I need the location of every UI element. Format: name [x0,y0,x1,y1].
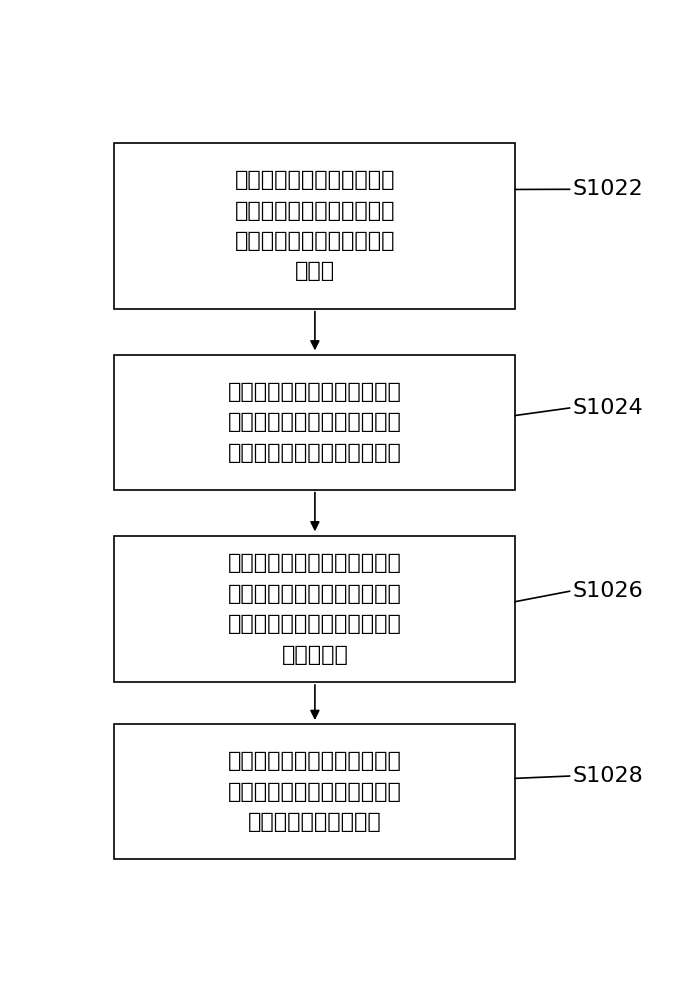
Text: 分别确定每一个所述目标单次
信号对应的特征参数，所述特
征参数包括信号持续时间区间: 分别确定每一个所述目标单次 信号对应的特征参数，所述特 征参数包括信号持续时间区… [228,382,402,463]
Text: 根据每一个所述目标单次信号
对应的特征参数生成与所述目
标组合信号数据对应的目标信
号描述参数: 根据每一个所述目标单次信号 对应的特征参数生成与所述目 标组合信号数据对应的目标… [228,553,402,665]
Text: 根据所述目标信号描述参数生
成目标振动信号，该目标振动
信号用于驱动马达振动: 根据所述目标信号描述参数生 成目标振动信号，该目标振动 信号用于驱动马达振动 [228,751,402,832]
Text: S1026: S1026 [572,581,643,601]
Text: S1024: S1024 [572,398,643,418]
Text: 获取目标组合信号数据，对
所述目标组合信号数据进行
切分处理，获取多个目标单
次信号: 获取目标组合信号数据，对 所述目标组合信号数据进行 切分处理，获取多个目标单 次… [235,170,395,281]
FancyBboxPatch shape [115,355,515,490]
Text: S1028: S1028 [572,766,643,786]
FancyBboxPatch shape [115,724,515,859]
FancyBboxPatch shape [115,143,515,309]
FancyBboxPatch shape [115,536,515,682]
Text: S1022: S1022 [572,179,643,199]
